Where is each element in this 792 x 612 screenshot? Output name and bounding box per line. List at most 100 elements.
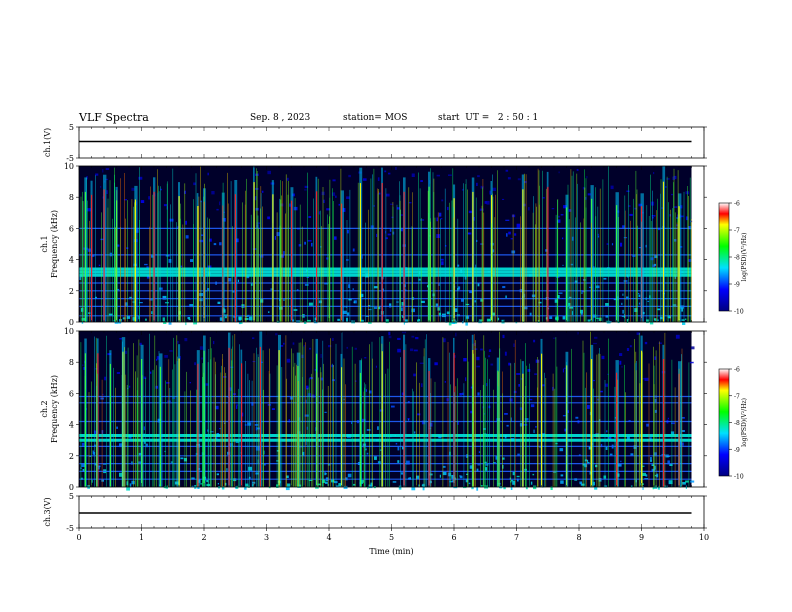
- y-axis-label: Frequency (kHz): [50, 375, 59, 443]
- y-axis-label: Frequency (kHz): [50, 210, 59, 278]
- colorbar-tick-label: -9: [734, 447, 740, 454]
- x-axis-label: Time (min): [369, 547, 413, 556]
- sferic-burst-core: [109, 363, 111, 487]
- y-tick-label: 5: [69, 123, 74, 132]
- x-tick-label: 4: [326, 533, 331, 542]
- y-tick-label: 0: [69, 483, 74, 492]
- y-tick-label: 0: [69, 318, 74, 327]
- colorbar-tick-label: -10: [734, 474, 744, 481]
- y-tick-label: 10: [64, 162, 74, 171]
- sferic-burst-core: [381, 183, 383, 322]
- chart-start-time: start UT = 2 : 50 : 1: [438, 113, 539, 123]
- colorbar-tick-label: -7: [734, 228, 740, 235]
- colorbar-tick-label: -10: [734, 309, 744, 316]
- fine-sferics: [80, 166, 692, 322]
- sferic-burst-core: [278, 350, 280, 487]
- y-axis-label-channel: ch.2: [40, 400, 49, 417]
- sferic-burst-core: [522, 373, 524, 487]
- sferic-burst-core: [228, 347, 230, 487]
- sferic-burst-core: [662, 181, 665, 322]
- sferic-burst-core: [491, 195, 493, 322]
- x-tick-label: 6: [451, 533, 456, 542]
- x-tick-label: 1: [139, 533, 144, 542]
- sferic-burst-core: [153, 191, 155, 322]
- sferic-burst-core: [91, 194, 93, 322]
- colorbar-tick-label: -8: [734, 420, 740, 427]
- sferic-burst-core: [541, 353, 543, 487]
- sferic-burst-core: [453, 352, 455, 487]
- sferic-burst-core: [134, 199, 136, 322]
- y-tick-label: -5: [66, 524, 74, 533]
- sferic-burst-core: [197, 206, 199, 322]
- y-tick-label: 5: [69, 492, 74, 501]
- sferic-burst-core: [453, 198, 455, 322]
- sferic-burst-core: [428, 186, 430, 322]
- x-tick-label: 7: [514, 533, 519, 542]
- y-tick-label: 10: [64, 327, 74, 336]
- sferic-burst-core: [547, 186, 549, 322]
- sferic-burst-core: [159, 366, 161, 487]
- sferic-burst: [340, 190, 344, 322]
- panel-frame: [78, 126, 705, 159]
- y-tick-label: -5: [66, 154, 74, 163]
- sferic-burst-core: [84, 191, 86, 322]
- sferic-burst-core: [522, 189, 524, 322]
- x-tick-label: 8: [576, 533, 581, 542]
- sferic-burst-core: [341, 367, 343, 487]
- sferic-burst-core: [359, 183, 361, 322]
- x-tick-label: 2: [201, 533, 206, 542]
- y-tick-label: 6: [69, 224, 74, 233]
- sferic-burst-core: [178, 358, 180, 487]
- colorbar: [718, 202, 730, 312]
- colorbar-tick-label: -7: [734, 393, 740, 400]
- x-tick-label: 0: [76, 533, 81, 542]
- colorbar-tick-label: -6: [734, 201, 740, 208]
- y-tick-label: 2: [69, 452, 74, 461]
- sferic-burst-core: [472, 191, 474, 322]
- sferic-burst-core: [428, 371, 430, 487]
- y-tick-label: 8: [69, 358, 74, 367]
- colorbar-label: log(PSD)(V²/Hz): [741, 233, 748, 282]
- sferic-burst-core: [403, 349, 405, 487]
- sferic-burst-core: [297, 366, 299, 487]
- sferic-burst-core: [97, 353, 99, 487]
- sferic-burst-core: [381, 351, 383, 487]
- colorbar-tick-label: -9: [734, 282, 740, 289]
- colorbar-label: log(PSD)(V²/Hz): [741, 398, 748, 447]
- sferic-burst-core: [616, 372, 618, 487]
- sferic-burst-core: [291, 200, 293, 322]
- chart-date: Sep. 8 , 2023: [250, 113, 311, 123]
- x-tick-label: 10: [699, 533, 709, 542]
- sferic-burst-core: [662, 359, 665, 487]
- fine-sferics: [80, 331, 690, 487]
- y-tick-label: 4: [69, 421, 74, 430]
- x-tick-label: 3: [264, 533, 269, 542]
- sferic-burst-core: [616, 205, 618, 322]
- colorbar: [718, 368, 730, 477]
- sferic-burst-core: [253, 182, 255, 322]
- sferic-burst-core: [241, 363, 243, 487]
- spectrogram-background: [79, 331, 692, 487]
- x-tick-label: 9: [639, 533, 644, 542]
- y-tick-label: 4: [69, 256, 74, 265]
- sferic-burst-core: [591, 359, 593, 487]
- sferic-burst-core: [359, 372, 361, 487]
- sferic-burst-core: [566, 207, 568, 322]
- x-tick-label: 5: [389, 533, 394, 542]
- sferic-burst-core: [316, 191, 318, 322]
- sferic-burst-core: [234, 194, 236, 322]
- chart-station: station= MOS: [343, 113, 408, 123]
- colorbar-tick-label: -6: [734, 367, 740, 374]
- y-tick-label: 6: [69, 389, 74, 398]
- colorbar-tick-label: -8: [734, 255, 740, 262]
- spectrogram-background: [79, 166, 692, 322]
- y-tick-label: 2: [69, 287, 74, 296]
- sferic-burst-core: [341, 203, 343, 322]
- sferic-burst-core: [259, 346, 261, 487]
- y-axis-label-channel: ch.1: [40, 235, 49, 252]
- sferic-burst-core: [103, 189, 105, 322]
- y-axis-label: ch.3(V): [43, 497, 52, 526]
- sferic-burst-core: [203, 350, 205, 487]
- y-tick-label: 8: [69, 193, 74, 202]
